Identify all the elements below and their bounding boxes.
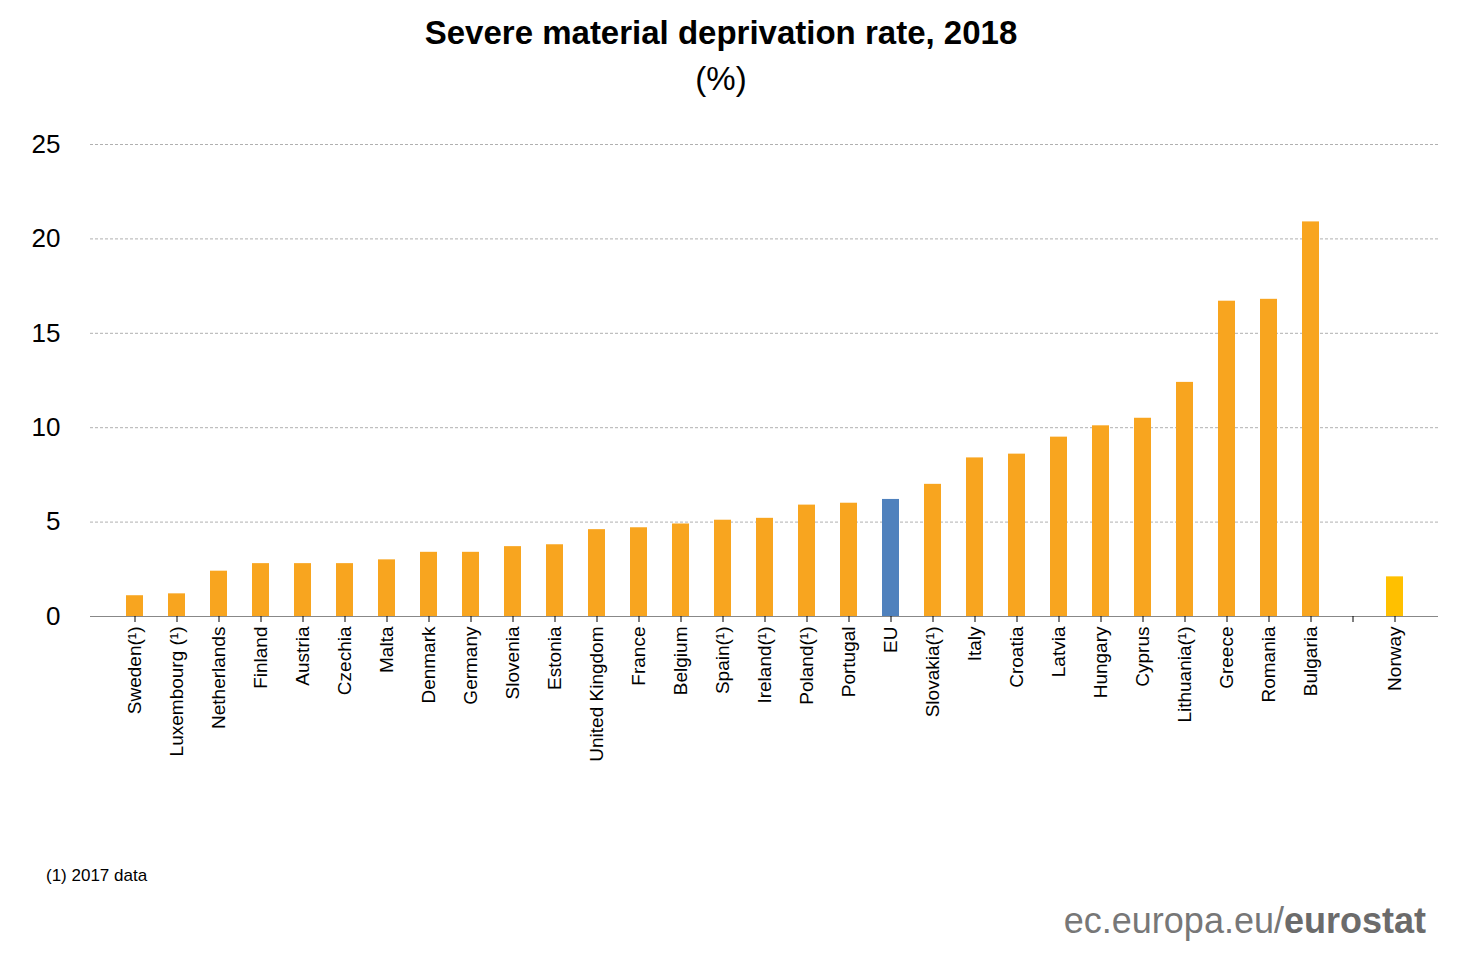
svg-text:France: France	[628, 627, 649, 686]
svg-text:Lithuania(¹): Lithuania(¹)	[1174, 627, 1195, 723]
svg-text:Slovenia: Slovenia	[502, 626, 523, 699]
svg-text:Bulgaria: Bulgaria	[1300, 626, 1321, 696]
svg-text:Finland: Finland	[250, 627, 271, 689]
svg-text:Czechia: Czechia	[334, 626, 355, 695]
svg-text:25: 25	[32, 129, 61, 159]
svg-text:Austria: Austria	[292, 626, 313, 686]
svg-text:Hungary: Hungary	[1090, 626, 1111, 698]
svg-text:Romania: Romania	[1258, 626, 1279, 702]
svg-text:Slovakia(¹): Slovakia(¹)	[922, 627, 943, 718]
svg-text:EU: EU	[880, 627, 901, 653]
svg-text:Ireland(¹): Ireland(¹)	[754, 627, 775, 704]
svg-text:Cyprus: Cyprus	[1132, 627, 1153, 687]
html-text:Severe material deprivation ra: Severe material deprivation rate, 2018	[424, 14, 1018, 51]
svg-text:Germany: Germany	[460, 626, 481, 705]
svg-text:0: 0	[46, 601, 60, 631]
html-text:ec.europa.eu/ eurostat: ec.europa.eu/ eurostat	[1063, 900, 1426, 941]
svg-text:Sweden(¹): Sweden(¹)	[124, 627, 145, 715]
svg-text:Latvia: Latvia	[1048, 626, 1069, 677]
svg-text:Portugal: Portugal	[838, 627, 859, 698]
svg-text:Malta: Malta	[376, 626, 397, 673]
svg-text:Croatia: Croatia	[1006, 626, 1027, 688]
svg-text:Italy: Italy	[964, 626, 985, 661]
svg-text:Denmark: Denmark	[418, 626, 439, 704]
svg-text:Estonia: Estonia	[544, 626, 565, 690]
svg-text:20: 20	[32, 223, 61, 253]
svg-text:Netherlands: Netherlands	[208, 627, 229, 729]
svg-text:Poland(¹): Poland(¹)	[796, 627, 817, 705]
svg-text:Spain(¹): Spain(¹)	[712, 627, 733, 695]
html-text:(1) 2017 data: (1) 2017 data	[46, 866, 148, 885]
svg-text:15: 15	[32, 318, 61, 348]
svg-text:United Kingdom: United Kingdom	[586, 627, 607, 762]
svg-text:Luxembourg (¹): Luxembourg (¹)	[166, 627, 187, 757]
svg-text:Norway: Norway	[1384, 626, 1405, 691]
svg-text:Belgium: Belgium	[670, 627, 691, 696]
svg-text:5: 5	[46, 506, 60, 536]
svg-text:Greece: Greece	[1216, 627, 1237, 689]
svg-text:10: 10	[32, 412, 61, 442]
